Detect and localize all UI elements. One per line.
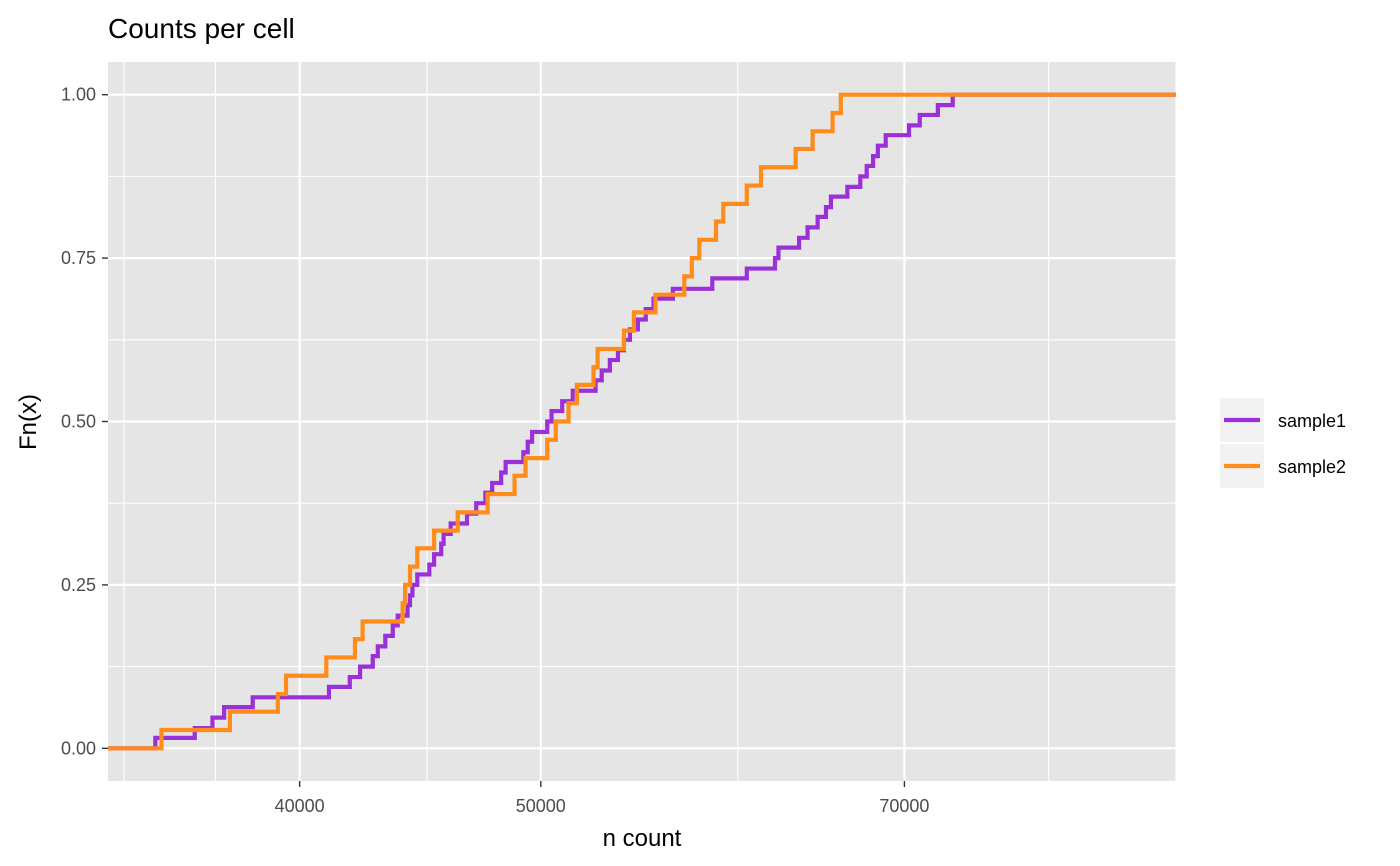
y-tick-label: 0.50	[61, 412, 96, 432]
x-axis-title: n count	[603, 825, 682, 852]
minor-y-gridlines	[108, 175, 1176, 668]
x-axis-ticks: 40000 50000 70000	[275, 781, 929, 816]
series-line-sample2	[108, 92, 1176, 751]
major-y-gridlines	[108, 93, 1176, 750]
major-x-gridlines	[298, 62, 906, 781]
chart-title: Counts per cell	[108, 13, 295, 44]
x-tick-label: 40000	[275, 796, 325, 816]
legend: sample1 sample2	[1220, 398, 1346, 488]
y-axis-title: Fn(x)	[15, 394, 42, 450]
y-tick-label: 0.00	[61, 738, 96, 758]
legend-label-sample1: sample1	[1278, 411, 1346, 431]
y-tick-label: 0.75	[61, 248, 96, 268]
x-tick-label: 50000	[516, 796, 566, 816]
series-line-sample1	[108, 92, 1176, 751]
y-axis-ticks: 0.00 0.25 0.50 0.75 1.00	[61, 85, 108, 758]
legend-label-sample2: sample2	[1278, 457, 1346, 477]
x-tick-label: 70000	[879, 796, 929, 816]
series-layer	[108, 92, 1176, 751]
y-tick-label: 1.00	[61, 85, 96, 105]
y-tick-label: 0.25	[61, 575, 96, 595]
